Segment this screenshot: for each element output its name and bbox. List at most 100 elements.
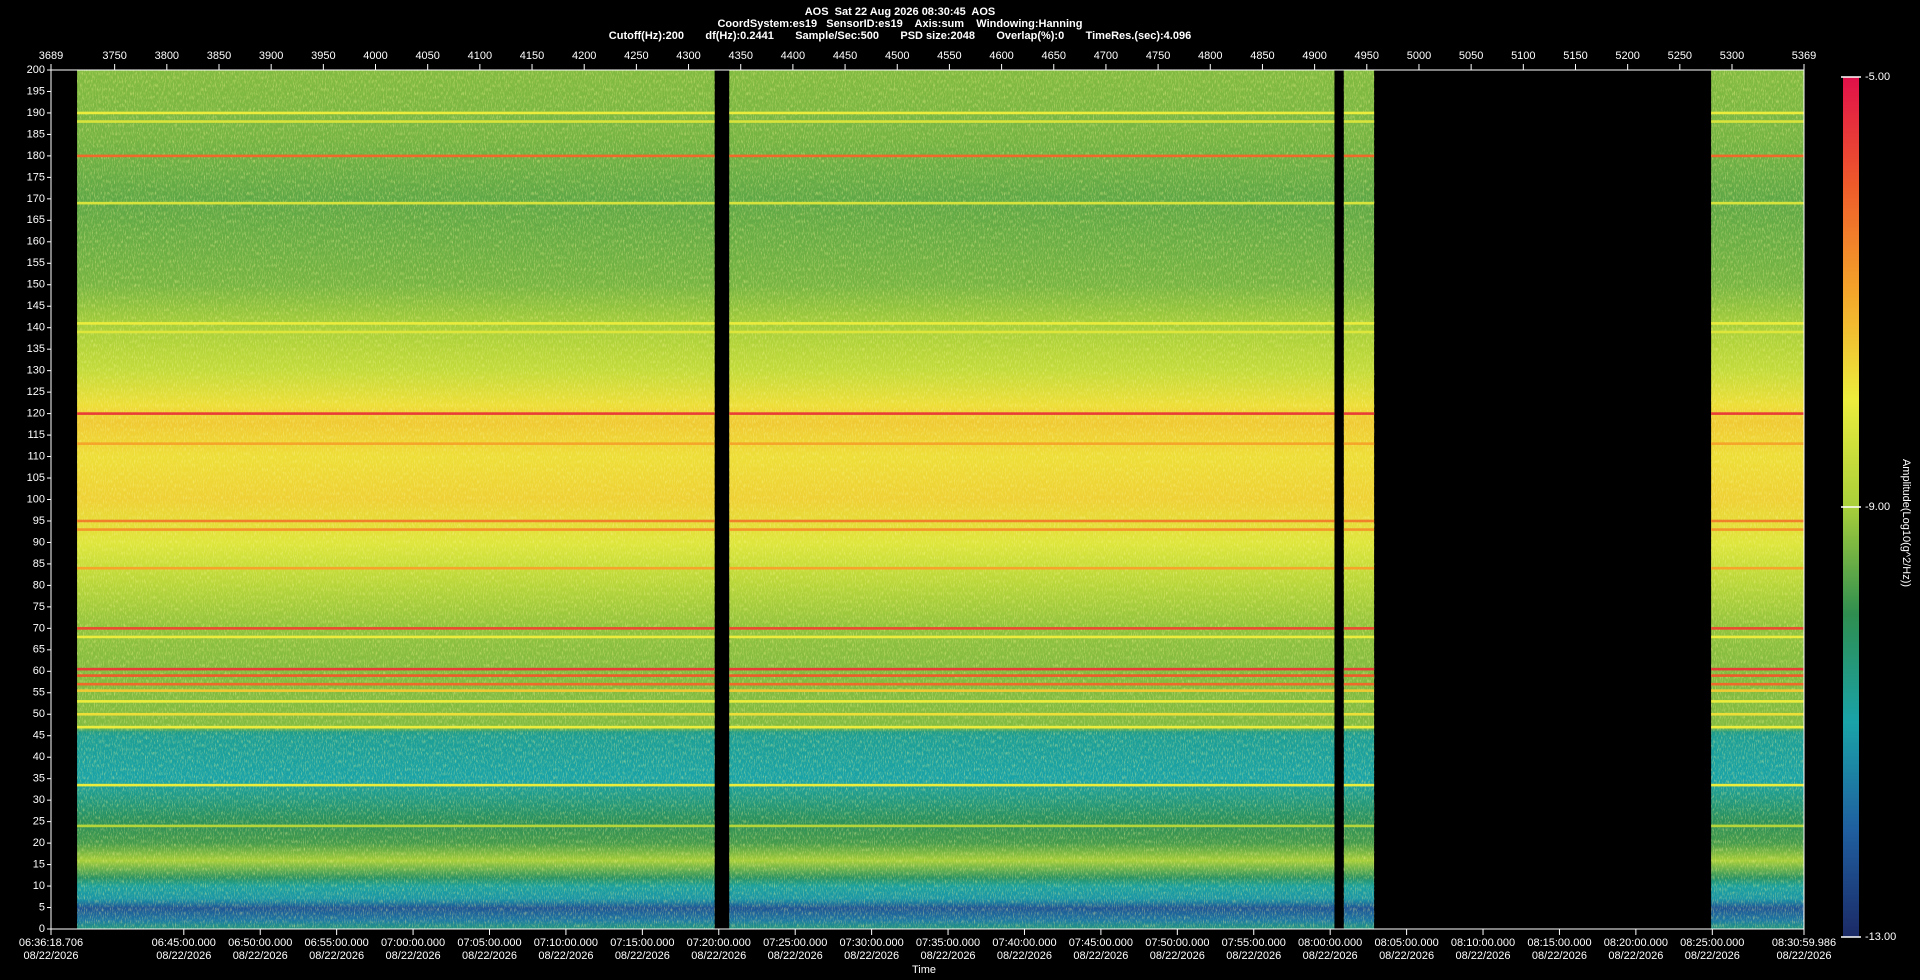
noise-texture bbox=[1343, 70, 1375, 929]
spectral-line bbox=[1343, 635, 1375, 639]
spectral-line bbox=[1711, 712, 1804, 716]
spectral-line bbox=[729, 700, 1335, 703]
y-tick-label: 170 bbox=[27, 193, 45, 205]
y-tick-label: 190 bbox=[27, 107, 45, 119]
spectral-line bbox=[1343, 674, 1375, 677]
spectral-line bbox=[1343, 120, 1375, 123]
spectral-line bbox=[1343, 712, 1375, 716]
y-tick-label: 140 bbox=[27, 322, 45, 334]
spectral-line bbox=[1711, 120, 1804, 123]
spectral-line bbox=[1343, 566, 1375, 570]
x2-tick-label: 08:00:00.000 bbox=[1298, 937, 1362, 949]
x2-tick-label: 07:55:00.000 bbox=[1222, 937, 1286, 949]
x-tick-label: 4950 bbox=[1355, 50, 1379, 62]
y-tick-label: 70 bbox=[33, 622, 45, 634]
spectral-line bbox=[1343, 154, 1375, 158]
x2-tick-label: 08:25:00.000 bbox=[1680, 937, 1744, 949]
spectral-line bbox=[1711, 682, 1804, 686]
spectral-line bbox=[77, 689, 715, 692]
spectral-line bbox=[729, 712, 1335, 716]
spectral-line bbox=[1343, 322, 1375, 325]
x2-tick-label: 08:15:00.000 bbox=[1527, 937, 1591, 949]
spectral-line bbox=[1343, 667, 1375, 671]
spectral-line bbox=[77, 725, 715, 729]
x2-tick-date: 08/22/2026 bbox=[1685, 950, 1740, 962]
colorbar-tick-label: -13.00 bbox=[1865, 931, 1896, 943]
spectral-line bbox=[77, 322, 715, 325]
y-tick-label: 150 bbox=[27, 279, 45, 291]
y-tick-label: 200 bbox=[27, 64, 45, 76]
spectral-line bbox=[1343, 783, 1375, 787]
spectral-line bbox=[1343, 682, 1375, 686]
x-tick-label: 4000 bbox=[363, 50, 387, 62]
x2-tick-date: 08/22/2026 bbox=[691, 950, 746, 962]
y-tick-label: 55 bbox=[33, 687, 45, 699]
spectral-line bbox=[1343, 519, 1375, 523]
y-tick-label: 145 bbox=[27, 300, 45, 312]
x2-tick-date: 08/22/2026 bbox=[844, 950, 899, 962]
y-tick-label: 95 bbox=[33, 515, 45, 527]
y-tick-label: 175 bbox=[27, 171, 45, 183]
spectral-line bbox=[77, 783, 715, 787]
x2-tick-label: 06:36:18.706 bbox=[19, 937, 83, 949]
y-tick-label: 165 bbox=[27, 214, 45, 226]
spectral-line bbox=[77, 824, 715, 828]
x2-tick-label: 07:30:00.000 bbox=[840, 937, 904, 949]
spectral-line bbox=[77, 667, 715, 671]
y-tick-label: 75 bbox=[33, 601, 45, 613]
spectral-line bbox=[1711, 674, 1804, 677]
spectral-line bbox=[77, 120, 715, 123]
spectral-line bbox=[729, 528, 1335, 531]
spectral-line bbox=[77, 201, 715, 205]
y-tick-label: 105 bbox=[27, 472, 45, 484]
spectral-line bbox=[1711, 725, 1804, 729]
y-tick-label: 35 bbox=[33, 773, 45, 785]
x2-tick-date: 08/22/2026 bbox=[156, 950, 211, 962]
x2-tick-label: 06:55:00.000 bbox=[305, 937, 369, 949]
x2-tick-date: 08/22/2026 bbox=[1379, 950, 1434, 962]
spectral-line bbox=[729, 689, 1335, 692]
spectral-line bbox=[1343, 725, 1375, 729]
spectral-line bbox=[1711, 700, 1804, 703]
y-tick-label: 30 bbox=[33, 794, 45, 806]
x-tick-label: 5150 bbox=[1563, 50, 1587, 62]
spectral-line bbox=[1711, 528, 1804, 531]
y-tick-label: 50 bbox=[33, 708, 45, 720]
y-tick-label: 115 bbox=[27, 429, 45, 441]
spectral-line bbox=[77, 682, 715, 686]
colorbar-tick-label: -9.00 bbox=[1865, 501, 1890, 513]
spectral-line bbox=[1711, 566, 1804, 570]
x2-tick-date: 08/22/2026 bbox=[309, 950, 364, 962]
spectral-line bbox=[1711, 412, 1804, 415]
x-tick-label: 5250 bbox=[1668, 50, 1692, 62]
spectral-line bbox=[1711, 442, 1804, 445]
chart-subtitle: Cutoff(Hz):200 df(Hz):0.2441 Sample/Sec:… bbox=[609, 30, 1191, 42]
spectral-line bbox=[729, 519, 1335, 523]
spectral-line bbox=[729, 725, 1335, 729]
x2-tick-date: 08/22/2026 bbox=[386, 950, 441, 962]
x2-tick-label: 07:40:00.000 bbox=[992, 937, 1056, 949]
colorbar-tick-label: -5.00 bbox=[1865, 71, 1890, 83]
x-tick-label: 4750 bbox=[1146, 50, 1170, 62]
spectral-line bbox=[77, 674, 715, 677]
x-axis-label: Time bbox=[912, 964, 936, 976]
spectral-line bbox=[77, 528, 715, 531]
x-tick-label: 4250 bbox=[624, 50, 648, 62]
x-tick-label: 4300 bbox=[676, 50, 700, 62]
x2-tick-date: 08/22/2026 bbox=[1455, 950, 1510, 962]
spectral-line bbox=[77, 111, 715, 115]
y-tick-label: 25 bbox=[33, 816, 45, 828]
x2-tick-label: 08:10:00.000 bbox=[1451, 937, 1515, 949]
x-tick-label: 5100 bbox=[1511, 50, 1535, 62]
x-tick-label: 5050 bbox=[1459, 50, 1483, 62]
y-tick-label: 85 bbox=[33, 558, 45, 570]
x2-tick-label: 07:20:00.000 bbox=[687, 937, 751, 949]
spectral-line bbox=[77, 712, 715, 716]
spectral-line bbox=[729, 120, 1335, 123]
x-tick-label: 4150 bbox=[520, 50, 544, 62]
y-tick-label: 125 bbox=[27, 386, 45, 398]
spectral-line bbox=[1343, 111, 1375, 115]
x2-tick-label: 07:25:00.000 bbox=[763, 937, 827, 949]
spectral-line bbox=[729, 330, 1335, 334]
spectral-line bbox=[729, 674, 1335, 677]
